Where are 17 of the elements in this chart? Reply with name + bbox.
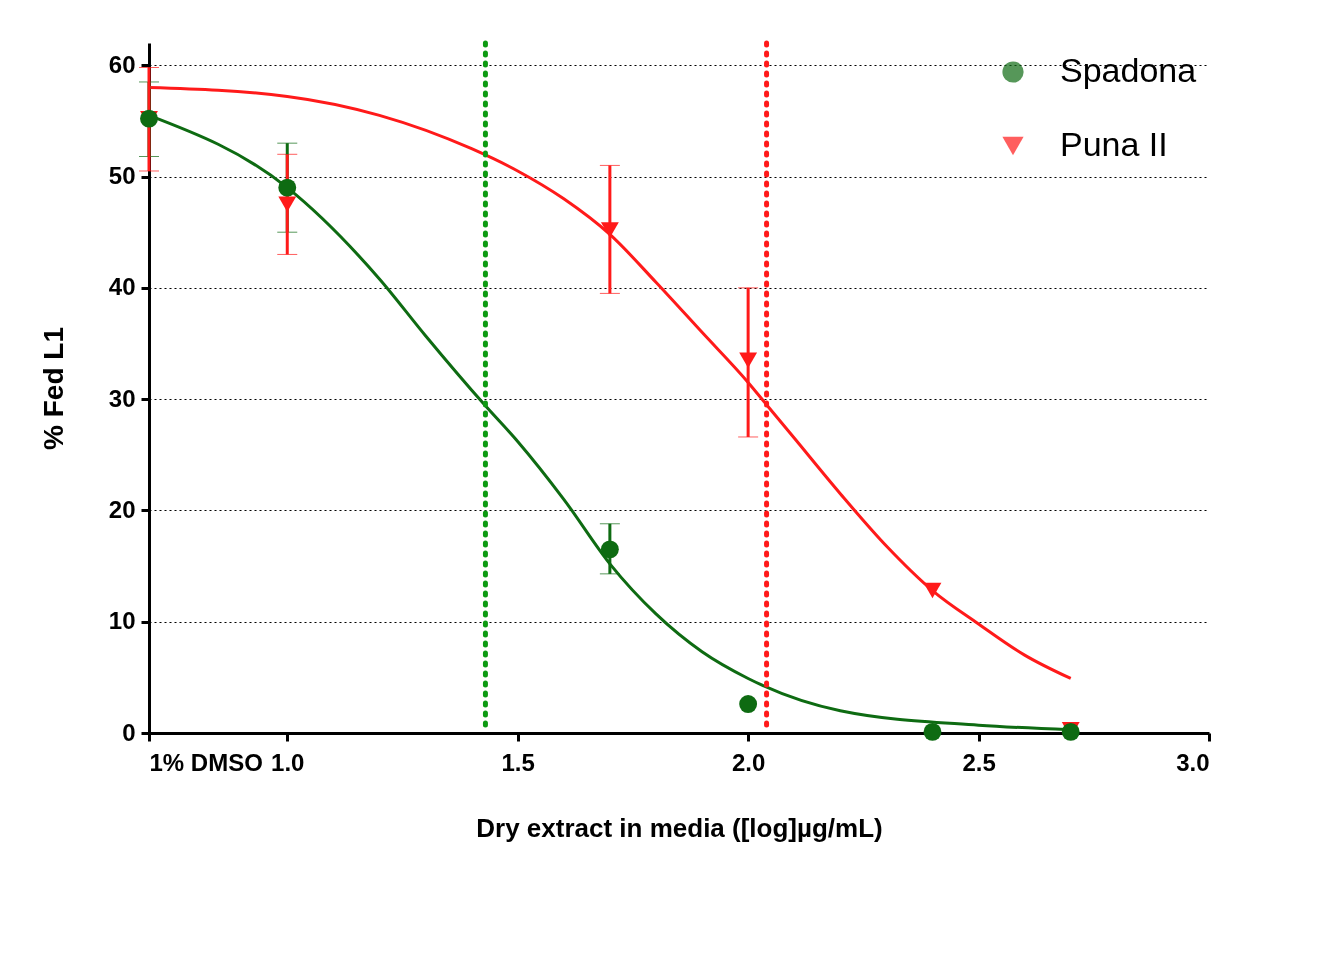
y-tick-label: 50 (108, 162, 136, 190)
x-axis-title: Dry extract in media ([log]µg/mL) (476, 812, 883, 843)
y-tick-label: 10 (108, 607, 136, 635)
legend-label: Spadona (1060, 51, 1197, 89)
x-tick-label: 1% DMSO (149, 748, 263, 776)
legend-label: Puna II (1060, 125, 1168, 163)
x-tick-label: 2.5 (962, 748, 996, 776)
y-tick-label: 60 (108, 50, 136, 78)
y-tick-label: 30 (108, 384, 136, 412)
x-tick-label: 3.0 (1176, 748, 1210, 776)
y-tick-label: 0 (122, 718, 136, 746)
x-tick-label: 1.5 (501, 748, 535, 776)
y-axis-title: % Fed L1 (37, 327, 69, 450)
x-tick-label: 2.0 (731, 748, 766, 776)
y-tick-label: 40 (108, 273, 136, 301)
y-tick-label: 20 (108, 495, 136, 523)
x-tick-label: 1.0 (271, 748, 305, 776)
